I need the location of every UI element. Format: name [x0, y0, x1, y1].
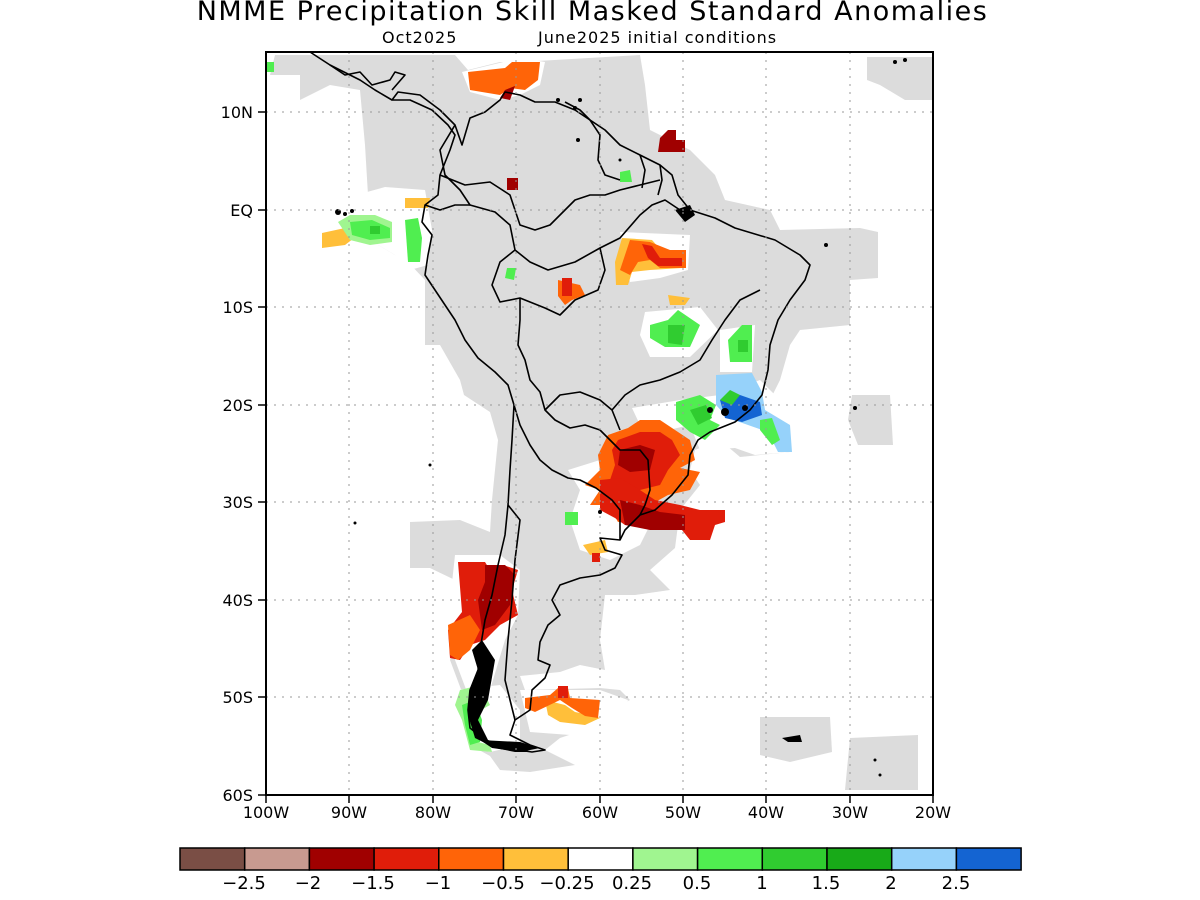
- lat-label-30s: 30S: [222, 493, 253, 512]
- lon-label-90w: 90W: [330, 803, 368, 822]
- lon-label-20w: 20W: [914, 803, 952, 822]
- lat-label-40s: 40S: [222, 591, 253, 610]
- colorbar-label: 0.5: [682, 873, 712, 894]
- colorbar-label: 0.25: [611, 873, 653, 894]
- colorbar-swatch: [567, 847, 634, 871]
- coastline-layer: [280, 51, 811, 753]
- lon-label-70w: 70W: [497, 803, 535, 822]
- colorbar-label: −2.5: [222, 873, 266, 894]
- lat-label-10n: 10N: [220, 103, 253, 122]
- colorbar-label: −0.5: [481, 873, 525, 894]
- colorbar-swatch: [826, 847, 893, 871]
- colorbar-label: 2: [885, 873, 897, 894]
- colorbar-swatch: [632, 847, 699, 871]
- colorbar-swatch: [438, 847, 505, 871]
- lon-label-80w: 80W: [414, 803, 452, 822]
- lat-label-eq: EQ: [230, 201, 253, 220]
- colorbar: [179, 847, 1022, 871]
- colorbar-swatch: [761, 847, 828, 871]
- colorbar-swatch: [373, 847, 440, 871]
- negative-anomaly-areas: [322, 62, 725, 725]
- lon-label-40w: 40W: [747, 803, 785, 822]
- subtitle-initial-conditions: June2025 initial conditions: [538, 28, 778, 47]
- colorbar-swatch: [890, 847, 958, 871]
- colorbar-swatch: [308, 847, 375, 871]
- positive-anomaly-areas: [266, 62, 792, 752]
- colorbar-label: 1: [756, 873, 768, 894]
- colorbar-swatch: [696, 847, 764, 871]
- colorbar-swatch: [502, 847, 569, 871]
- subtitle-month: Oct2025: [382, 28, 458, 47]
- colorbar-label: −2: [294, 873, 322, 894]
- colorbar-label: −1: [424, 873, 452, 894]
- colorbar-label: 2.5: [941, 873, 971, 894]
- lat-label-50s: 50S: [222, 688, 253, 707]
- lon-label-50w: 50W: [664, 803, 702, 822]
- colorbar-label: −0.25: [539, 873, 595, 894]
- lat-label-10s: 10S: [222, 298, 253, 317]
- colorbar-swatch: [179, 847, 246, 871]
- colorbar-label: −1.5: [351, 873, 395, 894]
- lon-label-30w: 30W: [831, 803, 869, 822]
- lat-label-20s: 20S: [222, 396, 253, 415]
- colorbar-swatch: [243, 847, 311, 871]
- colorbar-swatch: [955, 847, 1022, 871]
- colorbar-label: 1.5: [811, 873, 841, 894]
- axis-ticks: [258, 111, 934, 803]
- map-title: NMME Precipitation Skill Masked Standard…: [196, 0, 989, 27]
- lat-label-60s: 60S: [222, 786, 253, 805]
- lon-label-60w: 60W: [581, 803, 619, 822]
- islands-layer: [335, 58, 907, 777]
- lon-label-100w: 100W: [242, 803, 290, 822]
